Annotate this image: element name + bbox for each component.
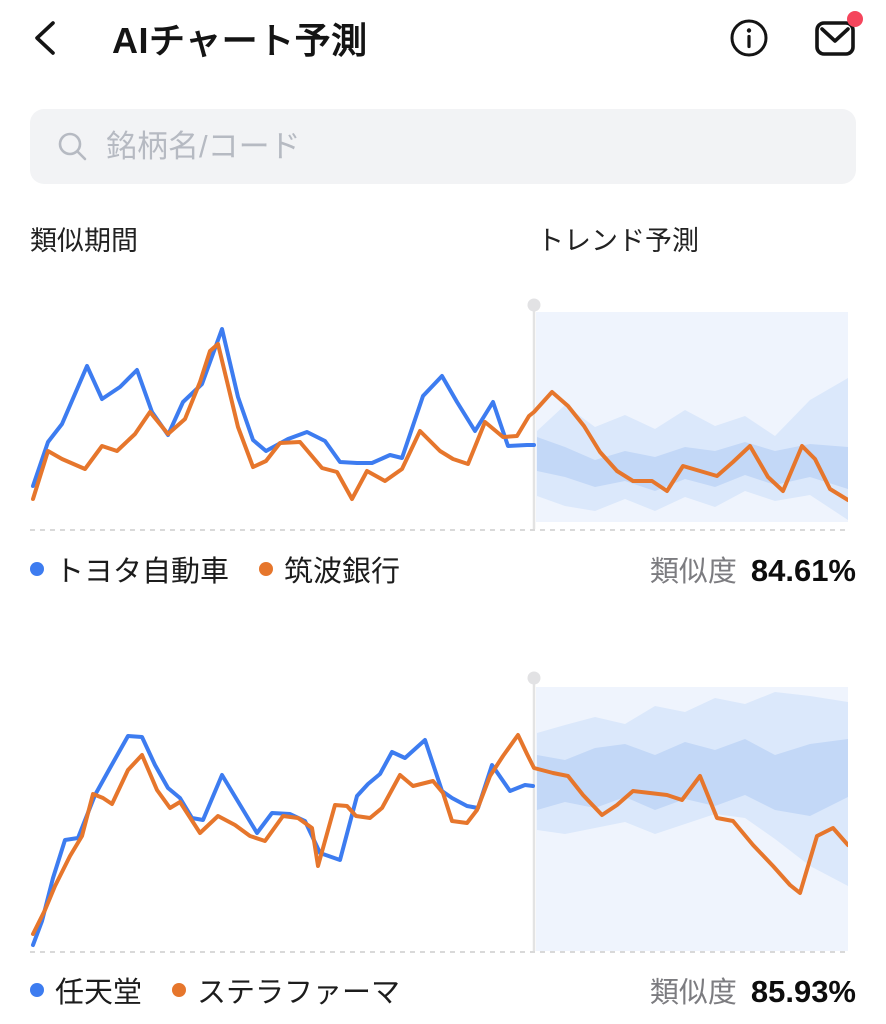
- notification-badge: [847, 11, 863, 27]
- legend-item: トヨタ自動車: [30, 548, 229, 590]
- legend-1: トヨタ自動車 筑波銀行: [30, 548, 400, 590]
- legend-2: 任天堂 ステラファーマ: [30, 969, 400, 1011]
- search-input[interactable]: [106, 128, 830, 165]
- series-line: [31, 734, 535, 947]
- similarity-label: 類似度: [649, 556, 737, 588]
- legend-dot-icon: [172, 983, 187, 997]
- legend-dot-icon: [30, 562, 44, 576]
- legend-item: 任天堂: [30, 969, 142, 1011]
- info-icon: [730, 19, 768, 57]
- legend-label: 筑波銀行: [284, 556, 401, 588]
- header: AIチャート予測: [0, 0, 886, 76]
- forecast-band-inner: [537, 739, 848, 816]
- section-labels: 類似期間 トレンド予測: [0, 219, 886, 256]
- label-trend-forecast: トレンド予測: [537, 226, 699, 256]
- similarity-1: 類似度 84.61%: [650, 548, 856, 590]
- mail-icon: [815, 21, 855, 56]
- search-bar[interactable]: [30, 109, 856, 184]
- series-line: [31, 733, 848, 936]
- similarity-value: 85.93%: [750, 974, 856, 1009]
- search-icon: [58, 132, 87, 160]
- legend-row-1: トヨタ自動車 筑波銀行 類似度 84.61%: [0, 548, 886, 590]
- legend-item: 筑波銀行: [259, 548, 400, 590]
- divider-dot-icon: [527, 671, 541, 685]
- similarity-label: 類似度: [649, 977, 737, 1009]
- legend-label: トヨタ自動車: [55, 556, 230, 588]
- legend-label: ステラファーマ: [197, 977, 401, 1009]
- prediction-chart-1[interactable]: [30, 297, 886, 531]
- info-button[interactable]: [726, 15, 772, 61]
- legend-dot-icon: [259, 562, 274, 576]
- back-button[interactable]: [28, 14, 68, 62]
- series-line: [31, 342, 848, 502]
- legend-item: ステラファーマ: [172, 969, 400, 1011]
- series-line: [31, 327, 536, 488]
- legend-row-2: 任天堂 ステラファーマ 類似度 85.93%: [0, 969, 886, 1011]
- divider-dot-icon: [527, 298, 541, 312]
- prediction-chart-2[interactable]: [30, 670, 886, 953]
- legend-dot-icon: [30, 983, 44, 997]
- chevron-left-icon: [35, 21, 55, 55]
- similarity-value: 84.61%: [750, 553, 856, 588]
- page-title: AIチャート予測: [112, 20, 368, 61]
- label-similar-period: 類似期間: [30, 226, 138, 256]
- legend-label: 任天堂: [55, 977, 143, 1009]
- mail-button[interactable]: [812, 11, 863, 61]
- similarity-2: 類似度 85.93%: [650, 969, 856, 1011]
- header-actions: [726, 11, 863, 61]
